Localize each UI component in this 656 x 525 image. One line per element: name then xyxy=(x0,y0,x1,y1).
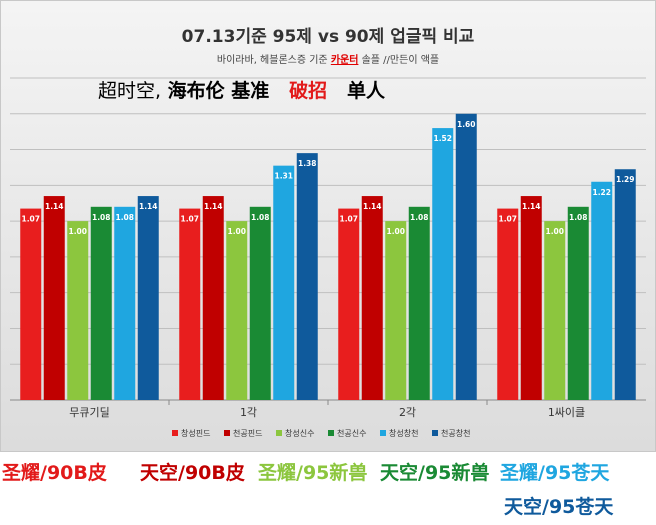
bar xyxy=(20,208,42,400)
bar xyxy=(338,208,360,400)
subtitle-highlight: 카운터 xyxy=(330,55,359,66)
data-label: 1.52 xyxy=(433,134,452,143)
bar xyxy=(296,153,318,400)
data-label: 1.08 xyxy=(569,213,588,222)
data-label: 1.00 xyxy=(386,227,405,236)
data-label: 1.08 xyxy=(251,213,270,222)
overlay-part3: 破招 xyxy=(289,80,328,102)
overlay-part4: 单人 xyxy=(347,80,386,102)
legend-label: 창성신수 xyxy=(285,429,314,438)
legend-swatch xyxy=(432,430,438,436)
bar xyxy=(408,206,430,400)
x-tick-label: 2각 xyxy=(399,406,416,419)
data-label: 1.00 xyxy=(68,227,87,236)
bar-chart: 1.07 1.14 1.00 1.08 1.08 1.14 무큐기딜 1.07 1.14 1.00… xyxy=(10,77,646,438)
bar xyxy=(432,128,454,401)
legend-label: 창성창천 xyxy=(389,428,418,438)
bottom-label-1: 圣耀/90B皮 xyxy=(2,462,107,484)
data-label: 1.14 xyxy=(45,202,64,211)
data-label: 1.14 xyxy=(204,202,223,211)
bottom-label-2: 天空/90B皮 xyxy=(140,462,245,484)
x-tick-label: 무큐기딜 xyxy=(69,406,109,419)
data-label: 1.08 xyxy=(115,213,134,222)
bar xyxy=(614,169,636,400)
legend-label: 천공핀드 xyxy=(233,428,262,438)
bar xyxy=(90,206,112,400)
bar xyxy=(226,221,248,400)
bottom-label-3: 圣耀/95新兽 xyxy=(258,462,368,484)
data-label: 1.07 xyxy=(339,215,358,224)
bar xyxy=(385,221,407,400)
bottom-label-strip: 圣耀/90B皮 天空/90B皮 圣耀/95新兽 天空/95新兽 圣耀/95苍天 … xyxy=(0,452,656,525)
data-label: 1.07 xyxy=(21,215,40,224)
chart-subtitle: 바이라바, 헤블론스증 기준 카운터 솔플 //만든이 액플 xyxy=(0,51,656,66)
bar xyxy=(455,113,477,401)
subtitle-after: 솔플 //만든이 액플 xyxy=(358,55,440,66)
data-label: 1.22 xyxy=(592,188,611,197)
bar xyxy=(114,206,136,400)
legend-label: 천공신수 xyxy=(337,428,366,438)
data-label: 1.08 xyxy=(410,213,429,222)
data-label: 1.31 xyxy=(274,172,293,181)
data-label: 1.29 xyxy=(616,175,635,184)
bottom-label-6: 天空/95苍天 xyxy=(504,496,614,518)
x-tick-label: 1각 xyxy=(240,406,257,419)
overlay-caption: 超时空, 海布伦 基准 破招 单人 xyxy=(98,76,385,103)
overlay-part2: 海布伦 基准 xyxy=(161,80,270,102)
legend-swatch xyxy=(172,430,178,436)
bottom-label-5: 圣耀/95苍天 xyxy=(500,462,610,484)
data-label: 1.07 xyxy=(498,215,517,224)
data-label: 1.38 xyxy=(298,159,317,168)
data-label: 1.08 xyxy=(92,213,111,222)
bar xyxy=(567,206,589,400)
bar xyxy=(202,196,224,400)
data-label: 1.00 xyxy=(227,227,246,236)
legend-label: 천공창천 xyxy=(441,428,470,438)
bar xyxy=(179,208,201,400)
bar xyxy=(67,221,89,400)
data-label: 1.14 xyxy=(522,202,541,211)
bar xyxy=(43,196,65,400)
bar xyxy=(249,206,271,400)
bar xyxy=(137,196,159,400)
bar xyxy=(497,208,519,400)
bar xyxy=(361,196,383,400)
bar xyxy=(273,165,295,400)
legend-swatch xyxy=(224,430,230,436)
data-label: 1.60 xyxy=(457,120,476,129)
legend-swatch xyxy=(276,430,282,436)
legend-label: 창성핀드 xyxy=(181,429,210,438)
data-label: 1.00 xyxy=(545,227,564,236)
bar xyxy=(591,181,613,400)
data-label: 1.07 xyxy=(180,215,199,224)
data-label: 1.14 xyxy=(363,202,382,211)
bar xyxy=(520,196,542,400)
legend-swatch xyxy=(380,430,386,436)
bar xyxy=(544,221,566,400)
data-label: 1.14 xyxy=(139,202,158,211)
subtitle-before: 바이라바, 헤블론스증 기준 xyxy=(216,55,331,66)
overlay-part1: 超时空, xyxy=(98,80,162,102)
chart-title: 07.13기준 95제 vs 90제 업글픽 비교 xyxy=(181,27,475,47)
bottom-label-4: 天空/95新兽 xyxy=(380,462,490,484)
legend-swatch xyxy=(328,430,334,436)
x-tick-label: 1싸이클 xyxy=(548,406,585,419)
